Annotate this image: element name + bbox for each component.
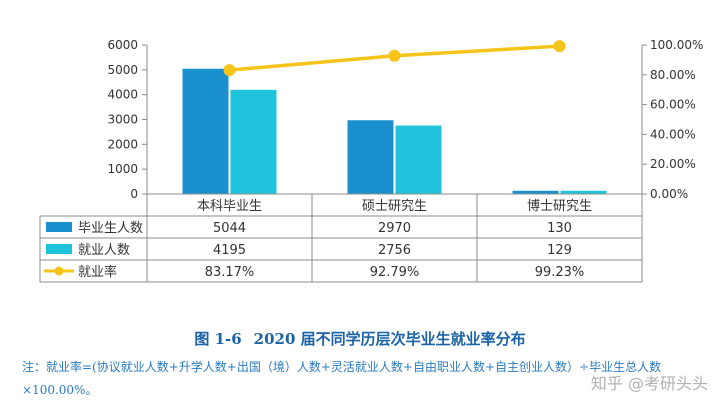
left-axis-tick-label: 5000: [107, 63, 138, 77]
left-axis-tick-label: 3000: [107, 113, 138, 127]
bar-employed: [230, 89, 277, 194]
right-axis-tick-label: 0.00%: [650, 187, 688, 201]
data-label: 99.23%: [535, 265, 585, 280]
legend-key-graduates: [46, 222, 72, 232]
bar-employed: [560, 190, 607, 194]
data-label: 4195: [213, 243, 246, 258]
right-axis-tick-label: 100.00%: [650, 38, 703, 52]
employment-chart: 0 1000 2000 3000 4000 5000 6000 0.00% 20.00% 40.0…: [39, 38, 703, 283]
data-label: 83.17%: [205, 265, 255, 280]
right-axis-tick-label: 40.00%: [650, 127, 696, 141]
left-axis-tick-label: 1000: [107, 162, 138, 176]
rate-point: [553, 40, 566, 53]
left-axis-tick-label: 2000: [107, 137, 138, 151]
caption-title: 2020 届不同学历层次毕业生就业率分布: [253, 330, 526, 348]
left-axis-tick-label: 0: [130, 187, 138, 201]
data-label: 2756: [378, 243, 411, 258]
data-label: 129: [547, 243, 572, 258]
caption-number: 图 1-6: [194, 330, 242, 348]
category-label: 硕士研究生: [362, 199, 427, 214]
category-label: 博士研究生: [527, 199, 592, 214]
chart-caption: 图 1-6 2020 届不同学历层次毕业生就业率分布: [0, 328, 720, 349]
legend-label: 就业率: [78, 264, 117, 280]
watermark: 知乎 @考研头头: [590, 374, 708, 393]
category-label: 本科毕业生: [197, 199, 262, 214]
legend-key-rate-marker: [54, 266, 64, 276]
right-axis-tick-label: 80.00%: [650, 68, 696, 82]
rate-point: [388, 49, 401, 62]
right-axis-tick-label: 20.00%: [650, 157, 696, 171]
right-axis-tick-label: 60.00%: [650, 98, 696, 112]
footnote: 注：就业率=(协议就业人数+升学人数+出国（境）人数+灵活就业人数+自由职业人数…: [22, 360, 662, 397]
legend-label: 就业人数: [78, 243, 130, 258]
legend-key-employed: [46, 244, 72, 254]
data-label: 92.79%: [370, 265, 420, 280]
bar-graduates: [512, 190, 559, 194]
data-label: 5044: [213, 221, 246, 236]
bar-graduates: [347, 120, 394, 194]
data-label: 130: [547, 221, 572, 236]
rate-point: [223, 64, 236, 77]
data-label: 2970: [378, 221, 411, 236]
left-axis-tick-label: 6000: [107, 38, 138, 52]
bar-graduates: [182, 68, 229, 194]
bar-employed: [395, 125, 442, 194]
legend-label: 毕业生人数: [78, 221, 143, 236]
left-axis-tick-label: 4000: [107, 88, 138, 102]
